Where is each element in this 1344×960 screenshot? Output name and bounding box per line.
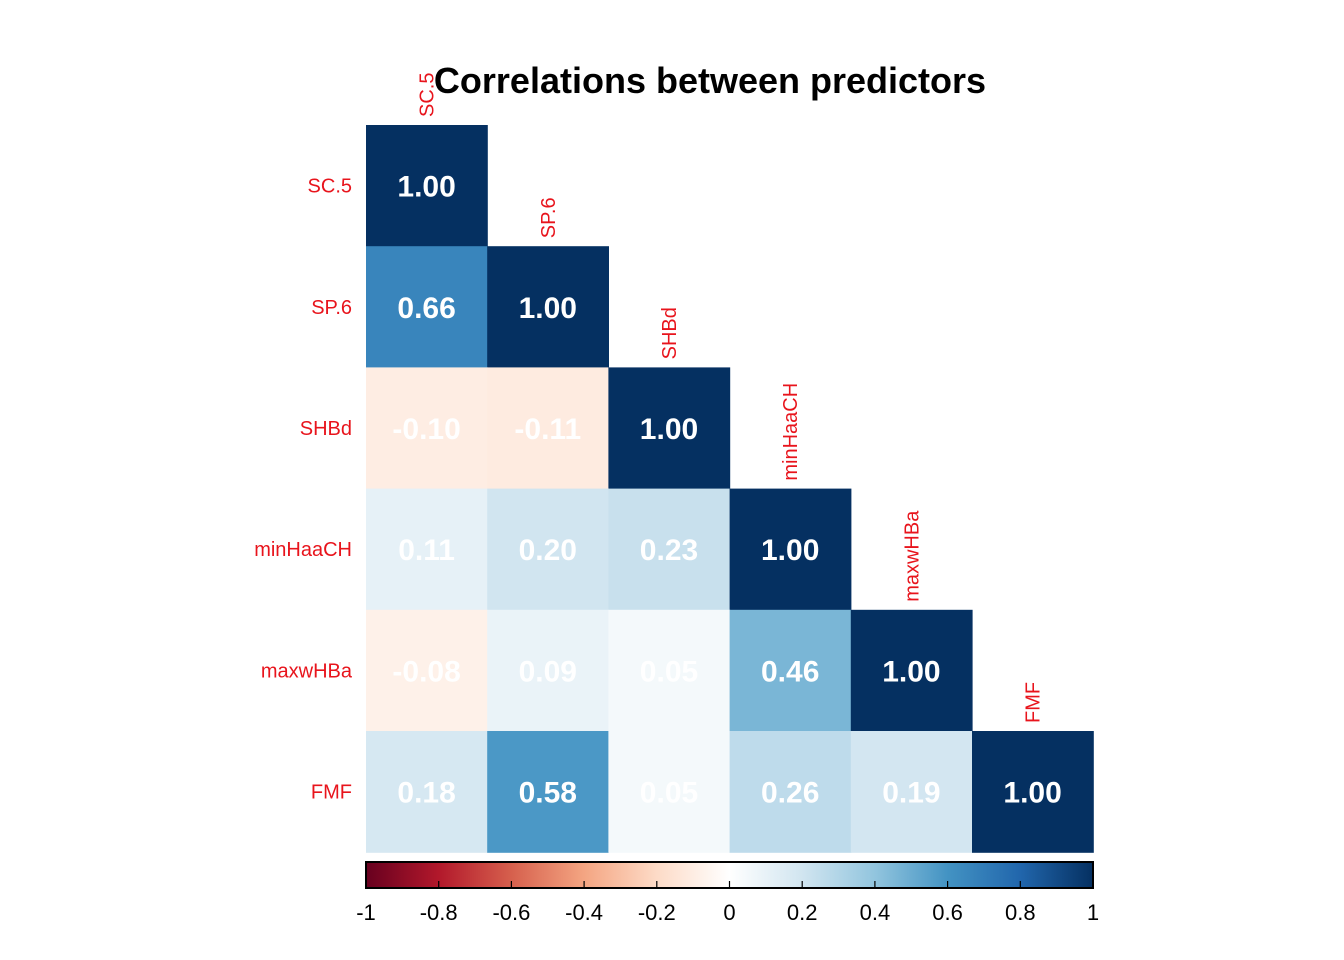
heatmap-cell-maxwHBa-SHBd xyxy=(608,609,731,732)
heatmap-cell-SC.5-SC.5 xyxy=(366,125,488,247)
row-label: minHaaCH xyxy=(254,539,352,561)
cell-value-label: -0.11 xyxy=(514,413,581,446)
column-label: SC.5 xyxy=(417,73,439,117)
heatmap-cell-FMF-maxwHBa xyxy=(850,731,973,853)
row-labels: SC.5 SP.6 SHBd minHaaCH maxwHBa FMF xyxy=(254,176,353,804)
heatmap-cell-maxwHBa-minHaaCH xyxy=(729,609,852,732)
cell-value-label: 0.19 xyxy=(882,777,940,810)
cell-value-label: 0.05 xyxy=(640,655,698,688)
colorbar-tick-label: -0.2 xyxy=(638,900,676,925)
colorbar-tick-label: 0.4 xyxy=(860,900,891,925)
column-label: SP.6 xyxy=(538,197,560,238)
cell-value-label: 1.00 xyxy=(519,292,577,325)
heatmap-cell-FMF-SP.6 xyxy=(487,731,609,853)
cell-value-label: -0.10 xyxy=(392,413,460,446)
cell-value-label: 0.66 xyxy=(397,292,455,325)
cell-value-label: 1.00 xyxy=(1003,777,1061,810)
heatmap-cell-SP.6-SC.5 xyxy=(366,246,488,368)
heatmap-cell-maxwHBa-SP.6 xyxy=(487,609,609,732)
heatmap-cell-minHaaCH-SHBd xyxy=(608,488,731,611)
heatmap-value-labels: 1.00 0.66 1.00 -0.10 -0.11 1.00 0.11 0.20 0.23 1.… xyxy=(392,171,1061,810)
heatmap-cell-SHBd-SHBd xyxy=(608,367,731,490)
heatmap-cell-SHBd-SC.5 xyxy=(366,367,488,490)
cell-value-label: 1.00 xyxy=(761,534,819,567)
cell-value-label: 0.05 xyxy=(640,777,698,810)
column-label: FMF xyxy=(1023,682,1045,723)
cell-value-label: 0.58 xyxy=(519,777,577,810)
colorbar-tick-label: -0.6 xyxy=(492,900,530,925)
cell-value-label: 1.00 xyxy=(397,171,455,204)
row-label: SP.6 xyxy=(311,297,352,319)
colorbar-tick-label: -0.8 xyxy=(420,900,458,925)
heatmap-cell-SP.6-SP.6 xyxy=(487,246,609,368)
heatmap-cell-FMF-SHBd xyxy=(608,731,731,853)
heatmap-cell-minHaaCH-SP.6 xyxy=(487,488,609,611)
heatmap-cells xyxy=(366,125,1094,853)
column-labels: SC.5 SP.6 SHBd minHaaCH maxwHBa FMF xyxy=(417,73,1045,723)
column-label: minHaaCH xyxy=(780,383,802,481)
cell-value-label: 0.26 xyxy=(761,777,819,810)
column-label: SHBd xyxy=(659,307,681,359)
row-label: maxwHBa xyxy=(261,660,353,682)
colorbar-tick-label: -0.4 xyxy=(565,900,603,925)
colorbar-tick-label: 0 xyxy=(723,900,735,925)
column-label: maxwHBa xyxy=(901,510,923,602)
heatmap-cell-FMF-SC.5 xyxy=(366,731,488,853)
colorbar-tick-label: 0.2 xyxy=(787,900,818,925)
row-label: SC.5 xyxy=(308,176,352,198)
cell-value-label: 0.20 xyxy=(519,534,577,567)
colorbar-tick-label: 1 xyxy=(1087,900,1099,925)
heatmap-cell-minHaaCH-minHaaCH xyxy=(729,488,852,611)
cell-value-label: 1.00 xyxy=(882,655,940,688)
cell-value-label: 0.18 xyxy=(397,777,455,810)
colorbar-tick-label: 0.6 xyxy=(932,900,963,925)
heatmap-cell-maxwHBa-maxwHBa xyxy=(850,609,973,732)
cell-value-label: 0.46 xyxy=(761,655,819,688)
cell-value-label: 0.11 xyxy=(398,534,455,567)
row-label: SHBd xyxy=(300,418,352,440)
heatmap-cell-SHBd-SP.6 xyxy=(487,367,609,490)
cell-value-label: 0.23 xyxy=(640,534,698,567)
colorbar: -1 -0.8 -0.6 -0.4 -0.2 0 0.2 0.4 0.6 0.8 1 xyxy=(356,861,1099,925)
cell-value-label: 1.00 xyxy=(640,413,698,446)
heatmap-cell-FMF-FMF xyxy=(972,731,1094,853)
heatmap-cell-FMF-minHaaCH xyxy=(729,731,852,853)
heatmap-cell-minHaaCH-SC.5 xyxy=(366,488,488,611)
cell-value-label: -0.08 xyxy=(392,655,460,688)
colorbar-tick-label: 0.8 xyxy=(1005,900,1036,925)
row-label: FMF xyxy=(311,782,352,804)
chart-title: Correlations between predictors xyxy=(434,60,986,101)
heatmap-cell-maxwHBa-SC.5 xyxy=(366,609,488,732)
cell-value-label: 0.09 xyxy=(519,655,577,688)
colorbar-tick-label: -1 xyxy=(356,900,376,925)
